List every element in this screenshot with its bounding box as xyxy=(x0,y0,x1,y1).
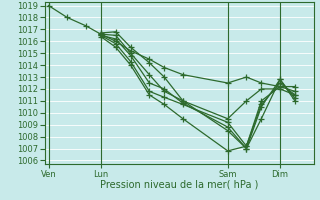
X-axis label: Pression niveau de la mer( hPa ): Pression niveau de la mer( hPa ) xyxy=(100,180,258,190)
